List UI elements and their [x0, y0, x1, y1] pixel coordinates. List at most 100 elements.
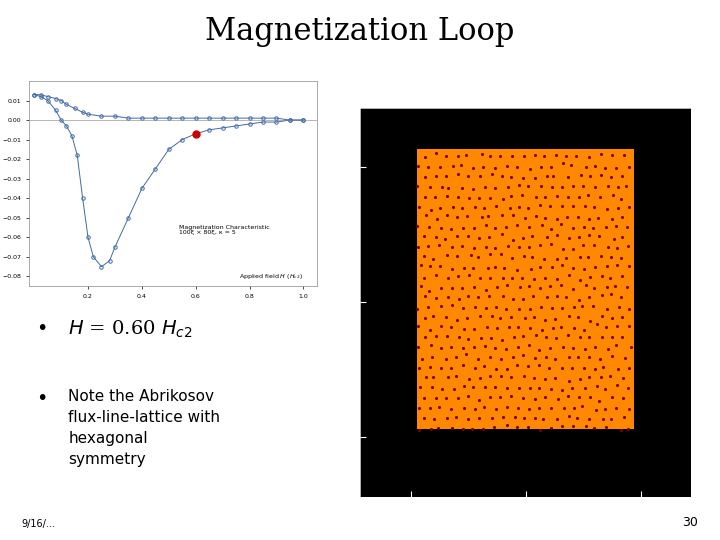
Point	[519, 313, 531, 322]
Point	[412, 322, 423, 330]
Point	[419, 333, 431, 342]
Point	[597, 363, 608, 372]
Point	[557, 245, 569, 253]
Point	[456, 204, 468, 213]
Point	[583, 373, 595, 382]
Point	[584, 392, 595, 401]
Point	[507, 235, 518, 244]
Point	[500, 223, 512, 232]
Point	[415, 261, 426, 269]
Point	[469, 363, 480, 372]
Point	[456, 242, 467, 251]
Point	[525, 265, 536, 274]
Point	[503, 183, 514, 191]
Point	[544, 343, 556, 352]
Point	[556, 363, 567, 372]
Point	[618, 413, 630, 422]
Point	[572, 213, 584, 221]
Point	[469, 224, 480, 232]
Point	[505, 313, 517, 322]
Point	[582, 191, 594, 199]
Point	[435, 204, 446, 212]
Point	[543, 364, 554, 373]
Point	[419, 152, 431, 161]
Point	[567, 224, 579, 232]
Point	[583, 353, 595, 361]
Point	[605, 414, 616, 423]
Point	[584, 215, 595, 224]
Point	[511, 265, 523, 274]
Point	[523, 341, 534, 349]
Point	[562, 392, 573, 401]
Point	[415, 383, 426, 391]
Point	[577, 402, 588, 410]
Point	[568, 324, 580, 333]
Point	[467, 185, 479, 194]
Point	[531, 330, 542, 339]
Point	[545, 163, 557, 172]
Point	[617, 213, 629, 222]
Point	[609, 282, 621, 291]
Point	[501, 421, 513, 429]
Point	[584, 172, 595, 180]
Point	[477, 162, 489, 171]
Point	[573, 233, 585, 241]
Point	[462, 392, 474, 401]
Point	[584, 316, 595, 325]
Point	[550, 334, 562, 342]
Point	[518, 372, 529, 381]
Point	[541, 172, 553, 181]
Point	[472, 354, 484, 363]
Point	[589, 343, 600, 352]
Point	[419, 292, 431, 301]
Point	[468, 343, 480, 352]
Point	[433, 402, 445, 411]
Point	[439, 235, 451, 244]
Point	[623, 404, 634, 413]
Point	[616, 272, 628, 281]
Point	[523, 422, 534, 431]
Point	[495, 152, 506, 160]
Point	[462, 292, 474, 301]
Point	[611, 221, 622, 230]
Point	[546, 263, 558, 272]
Point	[479, 183, 490, 192]
Point	[516, 274, 528, 283]
Point	[441, 251, 453, 259]
Point	[517, 234, 528, 242]
Point	[545, 423, 557, 432]
Point	[577, 222, 589, 231]
Point	[491, 323, 503, 332]
Point	[485, 152, 496, 160]
Point	[624, 363, 635, 372]
Point	[502, 161, 513, 170]
Point	[469, 303, 481, 312]
Point	[441, 152, 452, 160]
Point	[599, 163, 611, 172]
Point	[602, 345, 613, 354]
Point	[426, 205, 437, 214]
Point	[511, 221, 523, 230]
Point	[579, 201, 590, 210]
Point	[580, 163, 592, 172]
Point	[451, 252, 463, 260]
Point	[464, 375, 475, 384]
Point	[491, 365, 503, 374]
Point	[530, 174, 541, 183]
Point	[461, 314, 472, 322]
Point	[411, 305, 423, 314]
Point	[605, 252, 616, 261]
Point	[528, 291, 539, 300]
Point	[506, 273, 518, 282]
Point	[513, 181, 525, 190]
Point	[590, 263, 601, 272]
Point	[430, 271, 441, 280]
Point	[420, 211, 432, 219]
Point	[572, 295, 584, 304]
Point	[529, 354, 541, 362]
Point	[606, 352, 618, 361]
Point	[589, 183, 600, 192]
Point	[563, 233, 575, 242]
Point	[508, 333, 520, 342]
Point	[435, 224, 446, 232]
